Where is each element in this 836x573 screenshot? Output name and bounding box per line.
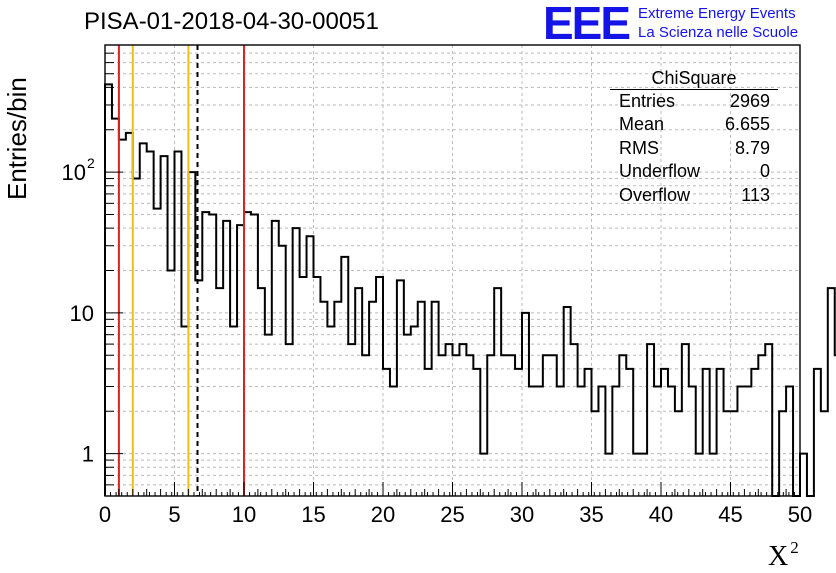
x-tick-label: 0 — [99, 502, 111, 527]
stats-row-mean: Mean 6.655 — [610, 113, 778, 136]
x-tick-label: 15 — [301, 502, 325, 527]
grid-lines — [105, 45, 800, 496]
stats-title: ChiSquare — [610, 67, 778, 90]
y-axis-label: Entries/bin — [2, 77, 32, 200]
x-tick-label: 25 — [440, 502, 464, 527]
stats-value: 0 — [759, 161, 770, 182]
y-tick-label: 1 — [82, 442, 94, 467]
x-tick-label: 35 — [579, 502, 603, 527]
stats-row-rms: RMS 8.79 — [610, 137, 778, 160]
y-tick-label: 10 — [70, 301, 94, 326]
reference-lines — [117, 45, 245, 496]
run-title: PISA-01-2018-04-30-00051 — [84, 8, 379, 35]
stats-label: Overflow — [619, 184, 691, 205]
stats-value: 6.655 — [724, 114, 770, 135]
x-axis-label-base: X — [768, 541, 789, 572]
stats-label: Underflow — [619, 161, 701, 182]
x-tick-label: 50 — [788, 502, 812, 527]
x-tick-label: 45 — [718, 502, 742, 527]
histogram-outline — [104, 83, 836, 497]
x-tick-label: 30 — [510, 502, 534, 527]
stats-value: 2969 — [729, 91, 770, 111]
eee-logo-line2: La Scienza nelle Scuole — [638, 24, 799, 41]
x-tick-label: 10 — [232, 502, 256, 527]
eee-logo-line1: Extreme Energy Events — [638, 5, 796, 22]
eee-logo: EEE — [543, 0, 631, 49]
stats-label: RMS — [619, 137, 659, 158]
stats-label: Entries — [619, 91, 676, 111]
x-tick-label: 5 — [168, 502, 180, 527]
stats-label: Mean — [619, 114, 665, 135]
stats-row-underflow: Underflow 0 — [610, 160, 778, 183]
x-tick-label: 40 — [649, 502, 673, 527]
x-tick-label: 20 — [371, 502, 395, 527]
stats-box: ChiSquare Entries 2969 Mean 6.655 RMS 8.79 … — [610, 67, 778, 207]
y-tick-label-exponent: 2 — [87, 155, 95, 171]
stats-value: 113 — [741, 184, 770, 205]
stats-value: 8.79 — [734, 137, 770, 158]
y-tick-label: 10 — [62, 160, 86, 185]
stats-row-entries: Entries 2969 — [610, 90, 778, 113]
x-axis-label-superscript: 2 — [790, 538, 799, 557]
stats-row-overflow: Overflow 113 — [610, 184, 778, 207]
histogram-bars — [104, 83, 836, 497]
